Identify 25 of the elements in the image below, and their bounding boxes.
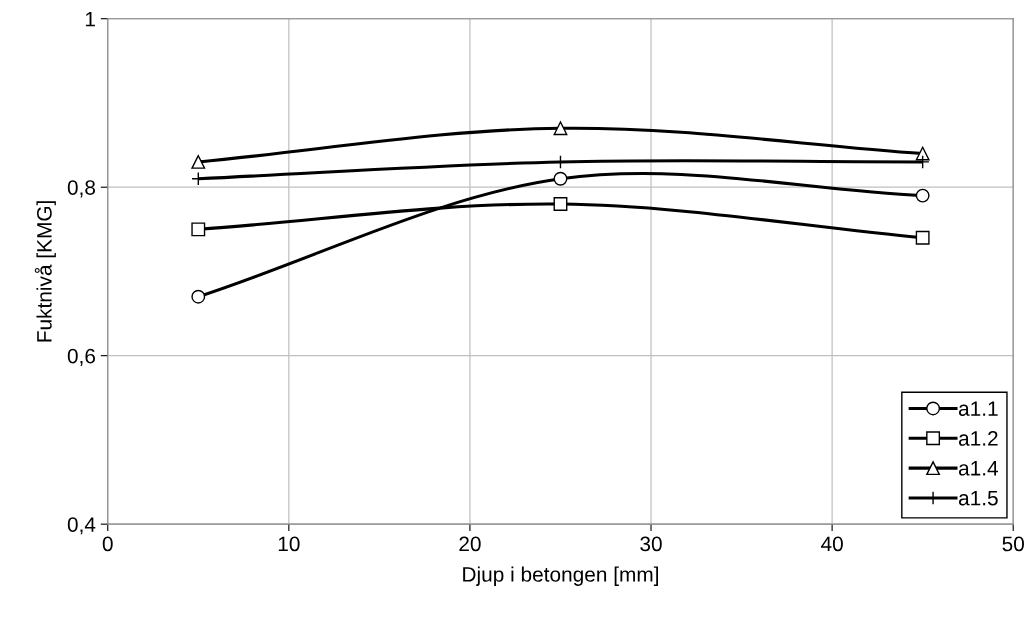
legend-label: a1.1 [958,401,998,416]
y-axis-title: Fuktnivå [KMG] [34,201,56,342]
y-tick-label: 1 [85,11,95,27]
x-tick-label: 10 [278,536,300,552]
point [915,188,930,203]
x-tick-label: 50 [1002,536,1024,552]
y-tick-label: 0,8 [67,180,96,198]
point [915,230,930,245]
legend-label: a1.4 [958,461,999,476]
x-axis-title: Djup i betongen [mm] [463,566,659,586]
point [553,171,568,186]
point [553,121,568,136]
point [191,289,206,304]
x-tick-label: 20 [459,536,481,552]
point [191,222,206,237]
legend-label: a1.2 [958,431,998,446]
x-tick-label: 0 [102,536,113,552]
x-tick-label: 40 [821,536,843,552]
legend-label: a1.5 [958,490,998,506]
point [553,197,568,211]
x-tick-label: 30 [640,536,662,552]
point [915,146,930,161]
point [191,154,206,169]
y-tick-label: 0,6 [67,348,96,366]
y-tick-label: 0,4 [67,517,96,535]
